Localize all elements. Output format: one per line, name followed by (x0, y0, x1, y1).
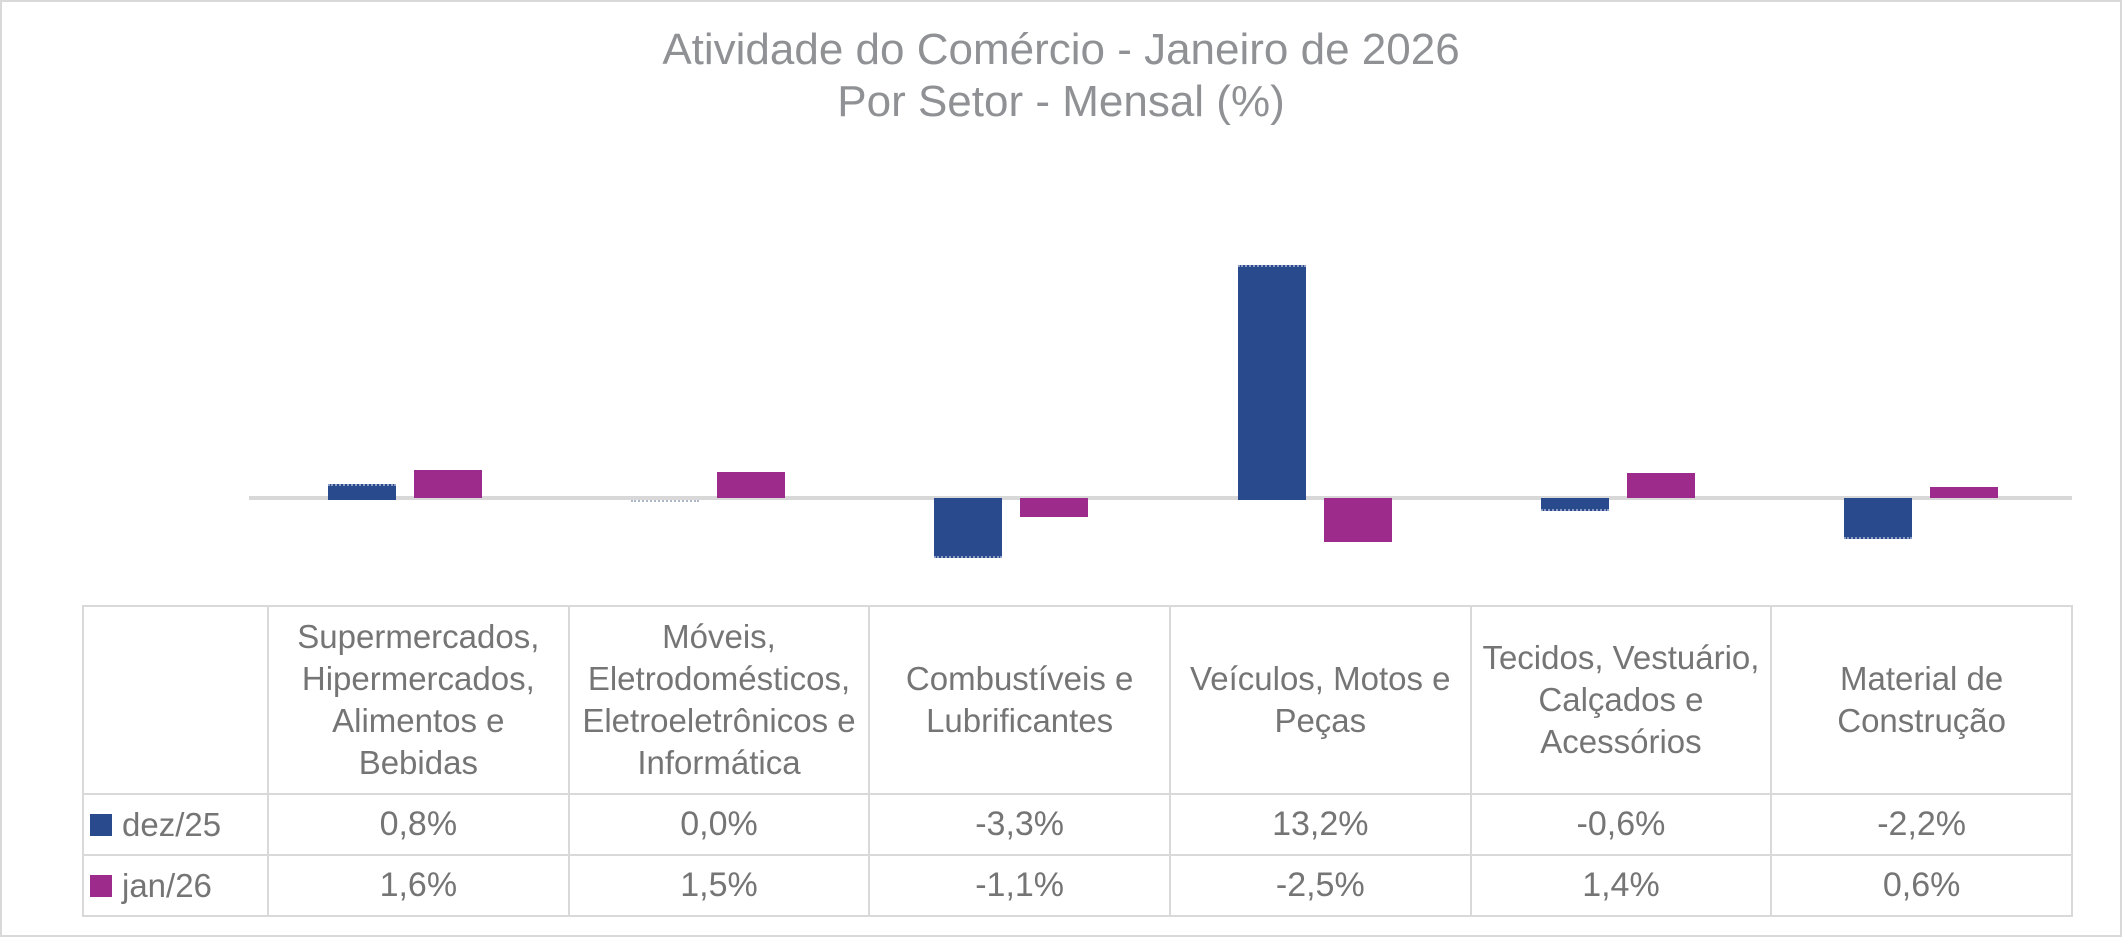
table-row-dez25: dez/25 0,8% 0,0% -3,3% 13,2% -0,6% -2,2% (82, 793, 2073, 856)
table-row-jan26: jan/26 1,6% 1,5% -1,1% -2,5% 1,4% 0,6% (82, 854, 2073, 917)
legend-swatch-dez25 (90, 813, 112, 836)
category-header-4: Veículos, Motos e Peças (1168, 605, 1472, 795)
value-cell-dez25-cat6: -2,2% (1770, 793, 2073, 856)
value-cell-dez25-cat1: 0,8% (267, 793, 570, 856)
legend-label-dez25: dez/25 (122, 805, 222, 843)
bar-dez25-cat6 (1844, 498, 1913, 539)
data-table-wrap: Supermercados, Hipermercados, Alimentos … (82, 605, 2073, 917)
category-header-6: Material de Construção (1770, 605, 2073, 795)
value-cell-jan26-cat1: 1,6% (267, 854, 570, 917)
bar-jan26-cat6 (1930, 487, 1999, 498)
bar-dez25-cat2 (631, 500, 699, 502)
value-cell-jan26-cat6: 0,6% (1770, 854, 2073, 917)
chart-title-block: Atividade do Comércio - Janeiro de 2026 … (2, 24, 2120, 128)
bar-dez25-cat1 (327, 483, 396, 500)
value-cell-jan26-cat2: 1,5% (567, 854, 871, 917)
bar-jan26-cat4 (1323, 498, 1392, 543)
bar-dez25-cat4 (1237, 265, 1306, 500)
bar-jan26-cat1 (413, 469, 482, 498)
legend-cell-jan26: jan/26 (82, 854, 269, 917)
bar-jan26-cat5 (1627, 473, 1695, 498)
value-cell-dez25-cat2: 0,0% (567, 793, 871, 856)
legend-label-jan26: jan/26 (122, 866, 212, 904)
legend-cell-dez25: dez/25 (82, 793, 269, 856)
bar-dez25-cat3 (934, 498, 1003, 559)
chart-title: Atividade do Comércio - Janeiro de 2026 (662, 25, 1460, 74)
legend-swatch-jan26 (90, 874, 112, 897)
data-table: Supermercados, Hipermercados, Alimentos … (82, 605, 2073, 917)
category-header-1: Supermercados, Hipermercados, Alimentos … (267, 605, 570, 795)
category-header-2: Móveis, Eletrodomésticos, Eletroeletrôni… (567, 605, 871, 795)
x-axis-line (249, 496, 2072, 500)
legend-column-header-placeholder (82, 605, 269, 795)
bar-jan26-cat2 (717, 471, 785, 498)
chart-subtitle: Por Setor - Mensal (%) (837, 77, 1285, 126)
bar-dez25-cat5 (1541, 498, 1609, 511)
bar-jan26-cat3 (1020, 498, 1089, 518)
value-cell-jan26-cat4: -2,5% (1168, 854, 1472, 917)
value-cell-jan26-cat5: 1,4% (1469, 854, 1773, 917)
value-cell-dez25-cat4: 13,2% (1168, 793, 1472, 856)
value-cell-jan26-cat3: -1,1% (868, 854, 1171, 917)
value-cell-dez25-cat3: -3,3% (868, 793, 1171, 856)
category-header-3: Combustíveis e Lubrificantes (868, 605, 1171, 795)
value-cell-dez25-cat5: -0,6% (1469, 793, 1773, 856)
category-header-5: Tecidos, Vestuário, Calçados e Acessório… (1469, 605, 1773, 795)
